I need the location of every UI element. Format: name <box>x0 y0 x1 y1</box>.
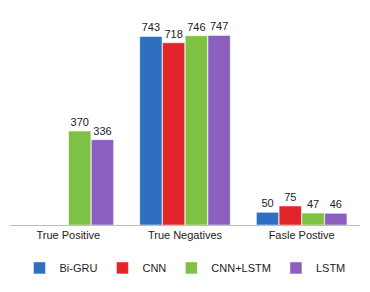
svg-text:True Negatives: True Negatives <box>148 229 223 241</box>
svg-text:CNN+LSTM: CNN+LSTM <box>211 262 271 274</box>
svg-text:746: 746 <box>187 21 205 33</box>
svg-text:47: 47 <box>307 198 319 210</box>
svg-text:True Positive: True Positive <box>36 229 100 241</box>
svg-text:747: 747 <box>210 20 228 32</box>
svg-text:75: 75 <box>284 191 296 203</box>
svg-text:Bi-GRU: Bi-GRU <box>60 262 98 274</box>
svg-text:743: 743 <box>142 21 160 33</box>
svg-text:Fasle Postive: Fasle Postive <box>269 229 335 241</box>
svg-text:718: 718 <box>164 28 182 40</box>
svg-text:LSTM: LSTM <box>316 262 345 274</box>
svg-text:370: 370 <box>71 116 89 128</box>
svg-text:CNN: CNN <box>142 262 166 274</box>
svg-text:336: 336 <box>93 125 111 137</box>
svg-text:50: 50 <box>261 197 273 209</box>
svg-text:46: 46 <box>330 198 342 210</box>
